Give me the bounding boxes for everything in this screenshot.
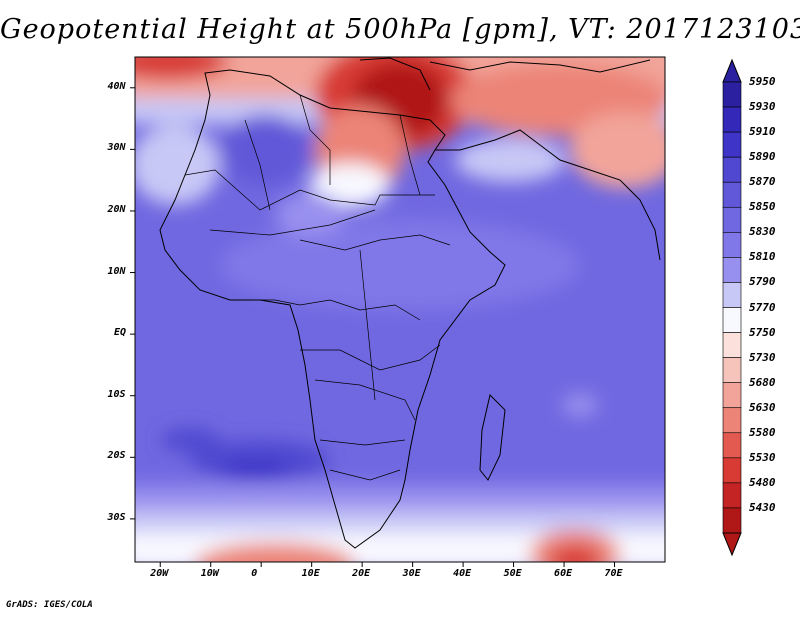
height-field bbox=[135, 57, 665, 562]
colorbar-swatch bbox=[722, 482, 742, 509]
colorbar-level-label: 5730 bbox=[749, 350, 776, 364]
colorbar-swatch bbox=[722, 181, 742, 208]
colorbar-bottom-arrow bbox=[722, 532, 742, 557]
colorbar-swatch bbox=[722, 156, 742, 183]
lon-tick-label: 60E bbox=[554, 568, 573, 579]
borders bbox=[184, 94, 451, 481]
colorbar-swatch bbox=[722, 382, 742, 409]
colorbar-level-label: 5890 bbox=[749, 150, 776, 164]
lon-tick-label: 40E bbox=[453, 568, 472, 579]
lon-tick-label: 70E bbox=[604, 568, 623, 579]
lon-tick-label: 20W bbox=[150, 568, 169, 579]
colorbar-swatch bbox=[722, 206, 742, 233]
colorbar-swatch bbox=[722, 131, 742, 158]
colorbar-level-label: 5680 bbox=[749, 375, 776, 389]
lat-tick-label: EQ bbox=[114, 327, 127, 339]
colorbar-level-label: 5430 bbox=[749, 500, 776, 514]
lat-tick-label: 20S bbox=[107, 450, 126, 462]
lon-tick-label: 0 bbox=[251, 568, 258, 579]
colorbar-level-label: 5750 bbox=[749, 325, 776, 339]
lat-tick-label: 40N bbox=[107, 80, 126, 92]
lon-tick-label: 30E bbox=[402, 568, 421, 579]
coastlines bbox=[159, 57, 661, 549]
colorbar-level-label: 5770 bbox=[749, 300, 776, 314]
colorbar-level-label: 5790 bbox=[749, 275, 776, 289]
colorbar-swatch bbox=[722, 507, 742, 534]
colorbar-level-label: 5480 bbox=[749, 475, 776, 489]
colorbar-swatch bbox=[722, 106, 742, 133]
lon-tick-label: 10W bbox=[200, 568, 219, 579]
colorbar bbox=[722, 58, 742, 557]
lat-tick-label: 30S bbox=[107, 511, 126, 523]
lon-tick-label: 50E bbox=[503, 568, 522, 579]
colorbar-swatch bbox=[722, 407, 742, 434]
colorbar-level-label: 5580 bbox=[749, 425, 776, 439]
colorbar-level-label: 5810 bbox=[749, 250, 776, 264]
colorbar-swatch bbox=[722, 457, 742, 484]
colorbar-level-label: 5950 bbox=[749, 75, 776, 88]
colorbar-swatch bbox=[722, 232, 742, 258]
colorbar-level-label: 5930 bbox=[749, 100, 776, 114]
map-frame bbox=[134, 56, 666, 563]
colorbar-swatch bbox=[722, 432, 742, 459]
colorbar-level-label: 5830 bbox=[749, 225, 776, 239]
colorbar-swatch bbox=[722, 332, 742, 358]
colorbar-swatch bbox=[722, 257, 742, 283]
colorbar-swatch bbox=[722, 282, 742, 308]
colorbar-level-label: 5870 bbox=[749, 175, 776, 189]
footer-credit: GrADS: IGES/COLA bbox=[6, 600, 93, 610]
page-title: Geopotential Height at 500hPa [gpm], VT:… bbox=[0, 14, 800, 45]
lat-tick-label: 10S bbox=[107, 388, 126, 400]
axis-ticks bbox=[130, 87, 616, 567]
lon-tick-label: 10E bbox=[301, 568, 320, 579]
colorbar-level-label: 5530 bbox=[749, 450, 776, 464]
colorbar-swatch bbox=[722, 357, 742, 383]
colorbar-top-arrow bbox=[722, 58, 742, 83]
colorbar-level-label: 5630 bbox=[749, 400, 776, 414]
colorbar-level-label: 5910 bbox=[749, 125, 776, 139]
colorbar-level-label: 5850 bbox=[749, 200, 776, 214]
colorbar-swatch bbox=[722, 81, 742, 108]
lat-tick-label: 30N bbox=[107, 142, 126, 154]
lon-tick-label: 20E bbox=[352, 568, 371, 579]
lat-tick-label: 20N bbox=[107, 203, 126, 215]
colorbar-swatch bbox=[722, 307, 742, 333]
lat-tick-label: 10N bbox=[107, 265, 126, 277]
